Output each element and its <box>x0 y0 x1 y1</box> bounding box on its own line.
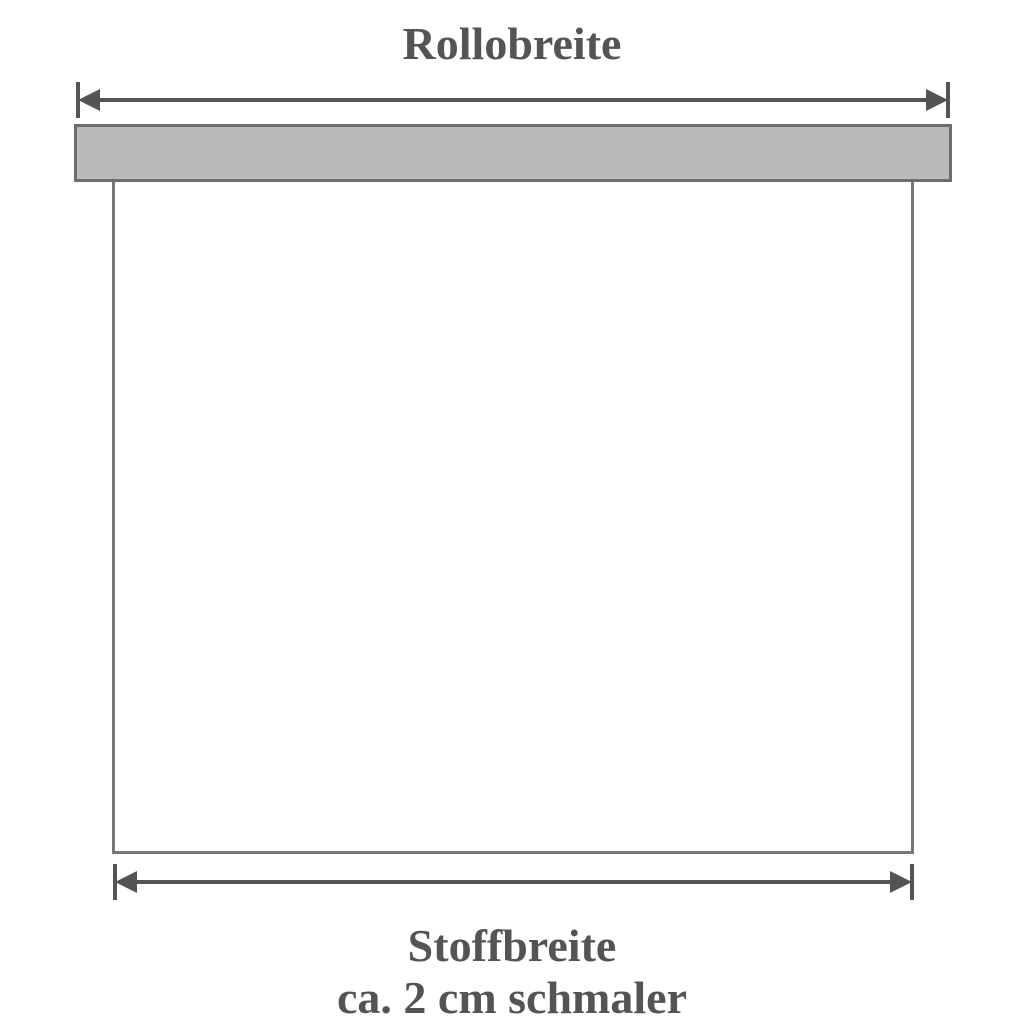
bottom-dimension-line <box>113 838 914 926</box>
roller-bar <box>74 124 952 182</box>
bottom-dimension-label-line2: ca. 2 cm schmaler <box>212 970 812 1025</box>
fabric-panel <box>112 182 914 854</box>
bottom-dimension-label-line1: Stoffbreite <box>212 918 812 973</box>
diagram-canvas: Rollobreite Stoffbreite ca. 2 cm schmale… <box>0 0 1024 1024</box>
